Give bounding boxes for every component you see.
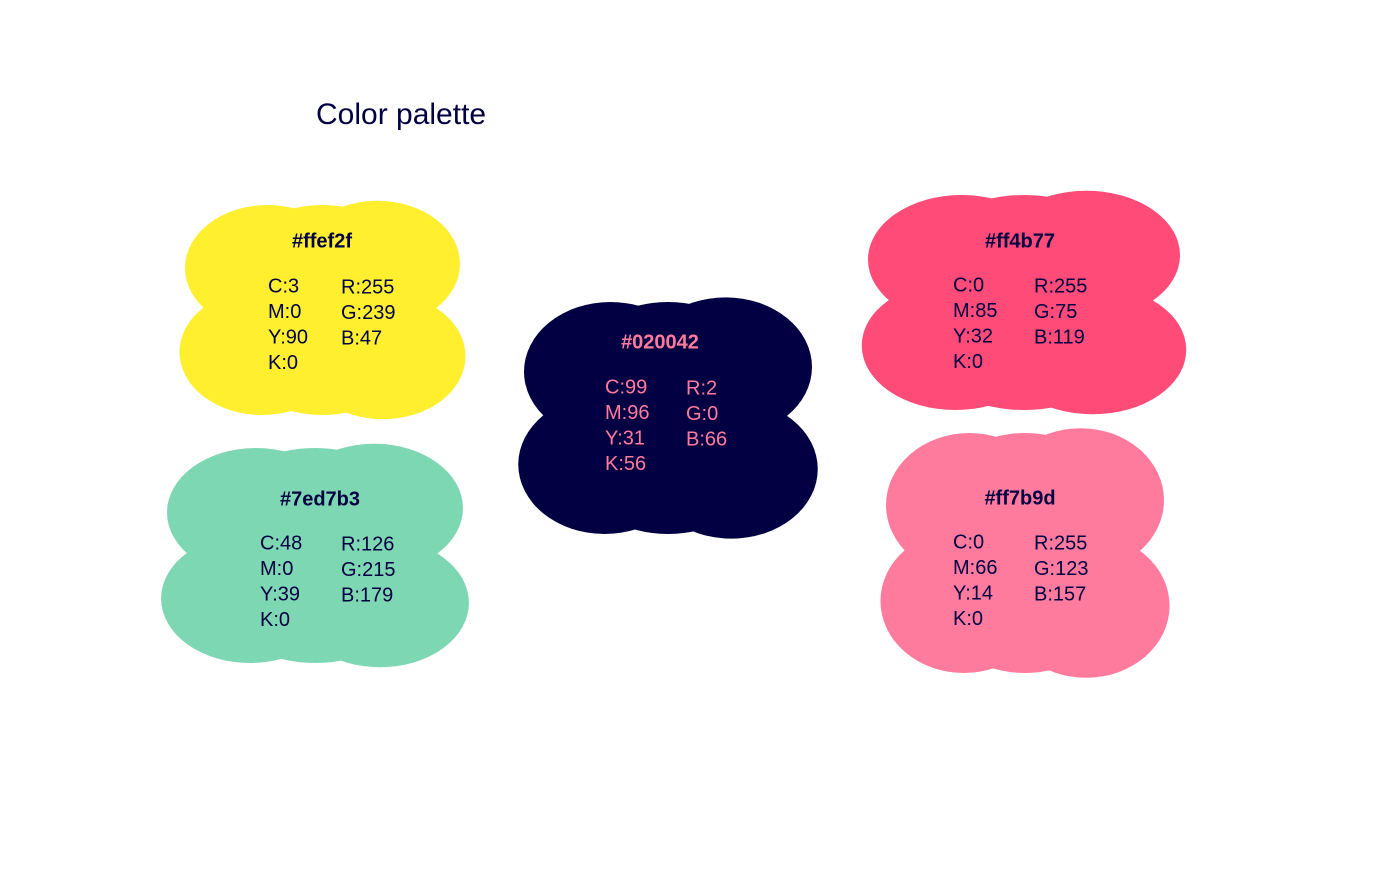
blob-lobe — [936, 195, 1112, 290]
rgb-value: B:47 — [341, 327, 382, 349]
rgb-value: R:126 — [341, 533, 394, 555]
hex-code: #ff4b77 — [985, 230, 1055, 252]
cmyk-value: C:3 — [268, 275, 299, 297]
rgb-value: B:119 — [1034, 326, 1085, 348]
blob-lobe — [947, 433, 1103, 539]
cmyk-value: Y:14 — [953, 582, 993, 604]
rgb-value: R:2 — [686, 377, 717, 399]
cmyk-value: K:0 — [953, 608, 983, 630]
hex-code: #ffef2f — [292, 230, 352, 252]
cmyk-value: M:85 — [953, 300, 997, 322]
cmyk-value: M:0 — [260, 558, 293, 580]
cmyk-value: Y:31 — [605, 427, 645, 449]
cmyk-value: C:48 — [260, 532, 302, 554]
swatch-blob — [861, 190, 1187, 415]
blob-lobe — [936, 315, 1112, 411]
swatch-blob — [518, 297, 818, 539]
cmyk-value: M:0 — [268, 301, 301, 323]
swatch-blob — [880, 428, 1170, 678]
color-swatch: #ffef2f C:3 M:0 Y:90 K:0 R:255 G:239 B:47 — [179, 200, 466, 420]
rgb-value: G:75 — [1034, 301, 1077, 323]
rgb-value: B:179 — [341, 584, 393, 606]
cmyk-value: M:66 — [953, 557, 997, 579]
cmyk-value: Y:39 — [260, 583, 300, 605]
rgb-value: G:123 — [1034, 558, 1088, 580]
rgb-value: B:66 — [686, 428, 727, 450]
cmyk-value: K:0 — [260, 609, 290, 631]
blob-lobe — [245, 322, 400, 415]
cmyk-value: C:0 — [953, 274, 984, 296]
rgb-value: R:255 — [341, 276, 394, 298]
swatch-blob — [179, 200, 466, 420]
blob-lobe — [947, 567, 1103, 673]
rgb-value: B:157 — [1034, 583, 1086, 605]
color-swatch: #020042 C:99 M:96 Y:31 K:56 R:2 G:0 B:66 — [518, 297, 818, 539]
rgb-value: R:255 — [1034, 275, 1087, 297]
cmyk-value: M:96 — [605, 402, 649, 424]
cmyk-value: Y:32 — [953, 325, 993, 347]
rgb-value: G:215 — [341, 559, 395, 581]
hex-code: #020042 — [621, 331, 699, 353]
rgb-value: G:0 — [686, 403, 718, 425]
cmyk-value: C:0 — [953, 531, 984, 553]
hex-code: #7ed7b3 — [280, 488, 360, 510]
blob-lobe — [232, 568, 398, 663]
page-title: Color palette — [316, 98, 486, 131]
blob-lobe — [587, 302, 749, 405]
color-swatch: #7ed7b3 C:48 M:0 Y:39 K:0 R:126 G:215 B:179 — [161, 443, 469, 668]
rgb-value: G:239 — [341, 302, 395, 324]
swatch-blob — [161, 443, 469, 668]
hex-code: #ff7b9d — [984, 487, 1055, 509]
blob-lobe — [587, 431, 749, 534]
cmyk-value: K:56 — [605, 453, 646, 475]
cmyk-value: K:0 — [268, 352, 298, 374]
cmyk-value: C:99 — [605, 376, 647, 398]
rgb-value: R:255 — [1034, 532, 1087, 554]
blob-lobe — [232, 448, 398, 543]
cmyk-value: K:0 — [953, 351, 983, 373]
blob-lobe — [245, 205, 400, 298]
cmyk-value: Y:90 — [268, 326, 308, 348]
